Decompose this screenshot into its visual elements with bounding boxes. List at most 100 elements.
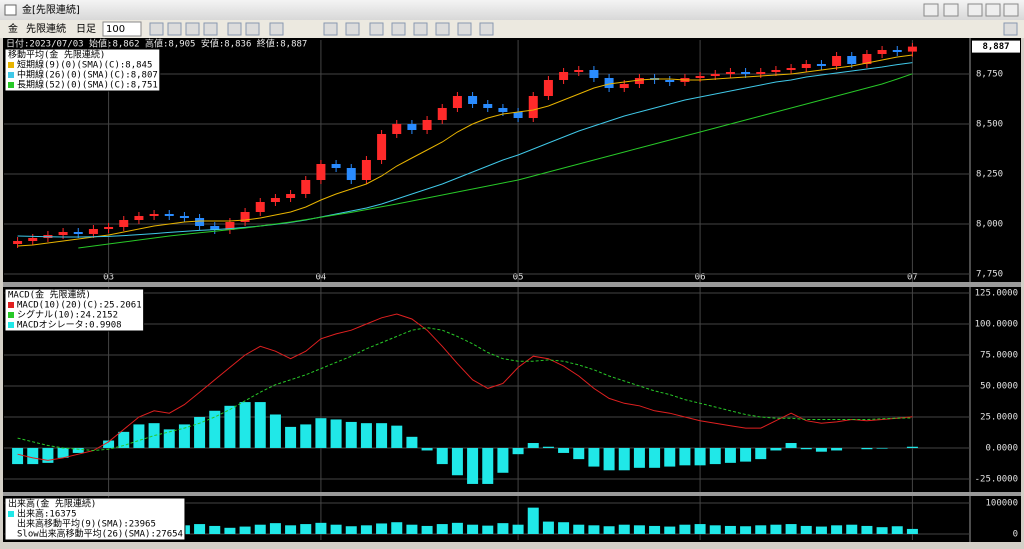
- toolbar-icon[interactable]: [457, 22, 472, 36]
- volume-bar: [588, 525, 600, 534]
- candle-body: [88, 229, 98, 234]
- oscillator-bar: [300, 424, 312, 448]
- oscillator-bar: [376, 423, 388, 448]
- candle-body: [483, 104, 493, 108]
- oscillator-bar: [497, 447, 509, 473]
- toolbar-icon[interactable]: [269, 22, 284, 36]
- oscillator-bar: [542, 446, 554, 448]
- toolbar-icon[interactable]: [1003, 22, 1018, 36]
- volume-bar: [846, 524, 858, 534]
- contract-label[interactable]: 先限連続: [26, 22, 66, 35]
- candle-body: [149, 214, 159, 216]
- toolbar-icon[interactable]: [203, 22, 218, 36]
- candle-body: [528, 96, 538, 118]
- macd-line: [17, 327, 913, 452]
- toolbar-icon[interactable]: [391, 22, 406, 36]
- toolbar-icon[interactable]: [149, 22, 164, 36]
- pin-button[interactable]: [923, 3, 939, 17]
- y-tick-label: 8,500: [976, 120, 1003, 130]
- oscillator-bar: [906, 446, 918, 448]
- oscillator-bar: [800, 447, 812, 450]
- volume-bar: [406, 524, 418, 534]
- candle-body: [13, 241, 23, 244]
- header-info: 日付:2023/07/03 始値:8,862 高値:8,905 安値:8,836…: [6, 38, 307, 50]
- volume-bar: [694, 524, 706, 534]
- candle-body: [377, 134, 387, 160]
- app-icon: [4, 4, 17, 16]
- panel-separator: [3, 282, 1021, 287]
- oscillator-bar: [876, 447, 888, 449]
- legend-swatch: [8, 72, 14, 78]
- oscillator-bar: [12, 447, 24, 465]
- legend-swatch: [8, 82, 14, 88]
- legend-swatch: [8, 531, 14, 537]
- toolbar-icon[interactable]: [479, 22, 494, 36]
- close-button[interactable]: [1003, 3, 1019, 17]
- candle-body: [741, 72, 751, 74]
- toolbar-icon[interactable]: [369, 22, 384, 36]
- y-tick-label: 0.0000: [985, 443, 1018, 453]
- candle-body: [771, 70, 781, 72]
- toolbar-icon[interactable]: [413, 22, 428, 36]
- volume-bar: [269, 523, 281, 534]
- volume-bar: [861, 525, 873, 534]
- link-button[interactable]: [943, 3, 959, 17]
- legend: 移動平均(金 先限連続)短期線(9)(0)(SMA)(C):8,845中期線(2…: [4, 48, 161, 92]
- legend-label: MACDオシレータ:0.9908: [17, 320, 122, 331]
- legend: MACD(金 先限連続)MACD(10)(20)(C):25.2061シグナル(…: [4, 288, 145, 332]
- panel-separator: [3, 492, 1021, 496]
- oscillator-bar: [269, 414, 281, 448]
- volume-bar: [618, 524, 630, 534]
- price-tag-box: [972, 40, 1020, 53]
- oscillator-bar: [178, 424, 190, 448]
- legend-label: 出来高(金 先限連続): [8, 498, 96, 510]
- y-tick-label: 8,000: [976, 220, 1003, 230]
- x-tick-label: 05: [513, 273, 524, 283]
- candle-body: [119, 220, 129, 227]
- candle-body: [104, 227, 114, 229]
- volume-bar: [770, 524, 782, 534]
- volume-bar: [815, 526, 827, 534]
- volume-bar: [558, 522, 570, 534]
- oscillator-bar: [451, 447, 463, 476]
- volume-bar: [194, 524, 206, 534]
- legend-label: シグナル(10):24.2152: [17, 309, 118, 321]
- count-input[interactable]: [102, 21, 142, 37]
- toolbar-icon[interactable]: [435, 22, 450, 36]
- volume-bar: [285, 525, 297, 534]
- candle-body: [452, 96, 462, 108]
- candle-body: [832, 56, 842, 66]
- title-bar: [0, 0, 1024, 20]
- toolbar-icon[interactable]: [245, 22, 260, 36]
- oscillator-bar: [254, 402, 266, 448]
- oscillator-bar: [679, 447, 691, 466]
- volume-bar: [724, 525, 736, 534]
- candle-body: [195, 218, 205, 226]
- maximize-button[interactable]: [985, 3, 1001, 17]
- candle-body: [786, 68, 796, 70]
- oscillator-bar: [694, 447, 706, 466]
- y-tick-label: 100000: [985, 498, 1018, 508]
- oscillator-bar: [649, 447, 661, 468]
- volume-bar: [254, 524, 266, 534]
- period-select[interactable]: 日足: [76, 23, 96, 35]
- minimize-button[interactable]: [967, 3, 983, 17]
- oscillator-bar: [603, 447, 615, 471]
- legend-swatch: [8, 521, 14, 527]
- toolbar-icon[interactable]: [227, 22, 242, 36]
- volume-bar: [542, 521, 554, 534]
- volume-bar: [740, 526, 752, 534]
- toolbar-icon[interactable]: [323, 22, 338, 36]
- toolbar-icon[interactable]: [167, 22, 182, 36]
- oscillator-bar: [633, 447, 645, 468]
- oscillator-bar: [224, 405, 236, 448]
- legend-swatch: [8, 302, 14, 308]
- toolbar-icon[interactable]: [345, 22, 360, 36]
- candle-body: [331, 164, 341, 168]
- candle-body: [407, 124, 417, 130]
- y-tick-label: 50.0000: [980, 381, 1018, 391]
- toolbar-icon[interactable]: [185, 22, 200, 36]
- oscillator-bar: [755, 447, 767, 460]
- oscillator-bar: [118, 431, 130, 448]
